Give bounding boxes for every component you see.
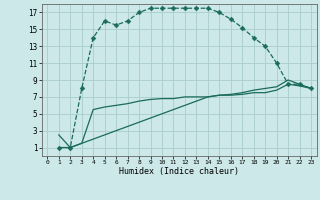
X-axis label: Humidex (Indice chaleur): Humidex (Indice chaleur) [119, 167, 239, 176]
